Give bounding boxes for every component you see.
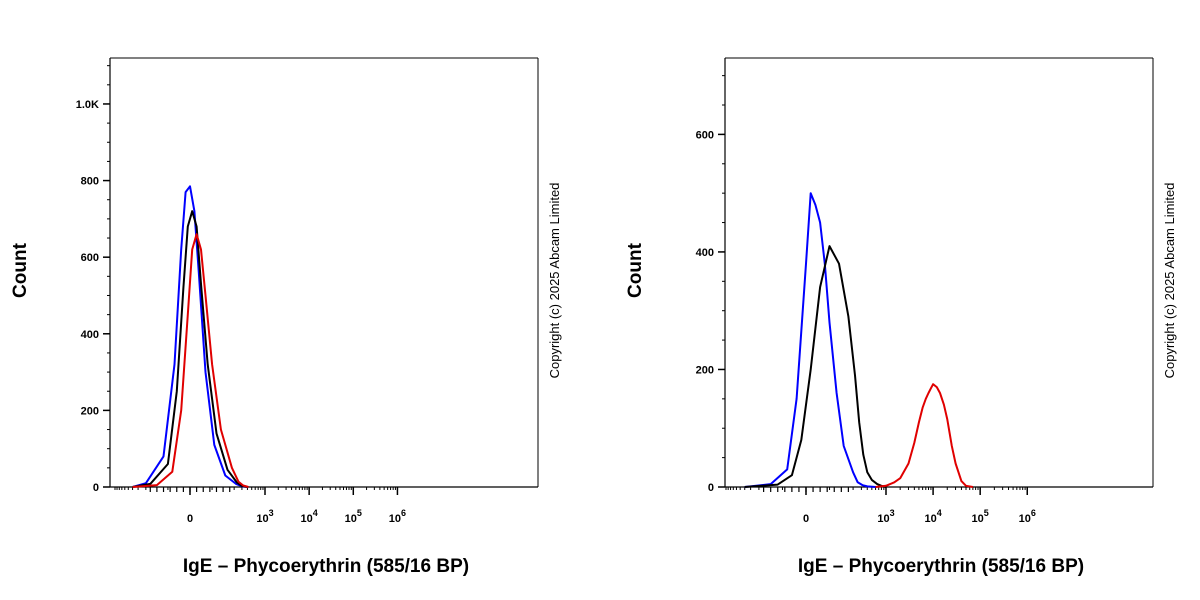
y-tick-label: 0: [708, 482, 714, 494]
x-tick-label: 103: [256, 508, 273, 525]
y-axis-title: Count: [625, 242, 646, 298]
histogram-series-1: [132, 185, 248, 488]
histogram-series-3: [132, 233, 249, 488]
y-tick-label: 800: [81, 176, 99, 188]
copyright-text: Copyright (c) 2025 Abcam Limited: [1162, 183, 1177, 379]
x-tick-label: 105: [345, 508, 362, 525]
x-tick-label: 106: [389, 508, 406, 525]
x-tick-label: 105: [972, 508, 989, 525]
copyright-text: Copyright (c) 2025 Abcam Limited: [547, 183, 562, 379]
histogram-series-3: [875, 383, 974, 488]
y-tick-label: 200: [81, 405, 99, 417]
histogram-series-1: [744, 192, 876, 488]
histogram-series-2: [744, 245, 887, 488]
y-tick-label: 400: [696, 247, 714, 259]
y-axis-title: Count: [10, 242, 31, 298]
y-tick-label: 0: [93, 482, 99, 494]
y-tick-label: 400: [81, 329, 99, 341]
x-axis-title: IgE – Phycoerythrin (585/16 BP): [798, 556, 1084, 577]
x-tick-label: 0: [803, 513, 809, 525]
x-tick-label: 106: [1019, 508, 1036, 525]
x-tick-label: 104: [924, 508, 941, 525]
y-tick-label: 600: [696, 129, 714, 141]
chart-panel-1: 0 200 400 600 800 1.0K 0 103 104 105 106 Count IgE –…: [10, 57, 562, 577]
chart-panel-2: 0 200 400 600 0 103 104 105 106 Count IgE – Phycoe…: [625, 57, 1177, 577]
x-axis-title: IgE – Phycoerythrin (585/16 BP): [183, 556, 469, 577]
x-tick-label: 103: [877, 508, 894, 525]
y-tick-label: 1.0K: [76, 99, 99, 111]
histogram-series-2: [132, 210, 248, 488]
x-tick-label: 104: [301, 508, 318, 525]
y-tick-label: 600: [81, 252, 99, 264]
y-tick-label: 200: [696, 364, 714, 376]
x-tick-label: 0: [187, 513, 193, 525]
